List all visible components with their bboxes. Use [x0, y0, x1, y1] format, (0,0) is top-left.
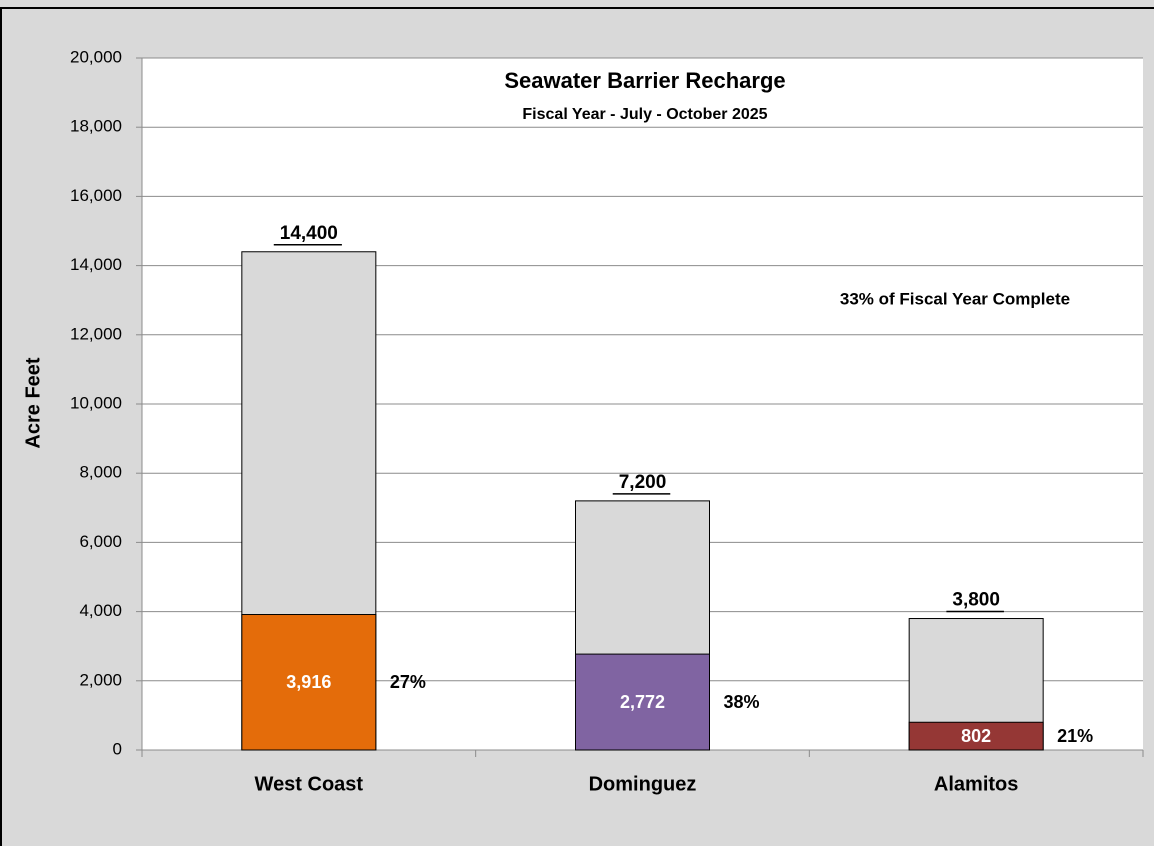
y-tick-label: 4,000 — [79, 601, 122, 620]
y-tick-label: 16,000 — [70, 186, 122, 205]
y-tick-label: 6,000 — [79, 532, 122, 551]
x-tick-label: West Coast — [255, 773, 364, 795]
actual-label: 802 — [961, 726, 991, 746]
total-label: 7,200 — [619, 472, 667, 493]
y-tick-label: 12,000 — [70, 324, 122, 343]
x-tick-label: Alamitos — [934, 773, 1018, 795]
y-tick-label: 14,000 — [70, 255, 122, 274]
y-tick-label: 8,000 — [79, 463, 122, 482]
actual-bar — [575, 653, 710, 751]
chart-subtitle: Fiscal Year - July - October 2025 — [522, 106, 767, 123]
actual-label: 3,916 — [286, 672, 331, 692]
chart-title: Seawater Barrier Recharge — [504, 68, 785, 93]
y-tick-label: 10,000 — [70, 393, 122, 412]
y-tick-label: 2,000 — [79, 670, 122, 689]
percent-label: 38% — [724, 692, 760, 712]
actual-bar — [908, 721, 1044, 751]
y-tick-label: 18,000 — [70, 117, 122, 136]
actual-bar — [241, 614, 377, 751]
total-label: 3,800 — [952, 590, 1000, 611]
y-axis-label: Acre Feet — [22, 357, 44, 448]
annotation: 33% of Fiscal Year Complete — [840, 289, 1070, 308]
y-tick-label: 20,000 — [70, 47, 122, 66]
total-label: 14,400 — [280, 223, 338, 244]
y-tick-label: 0 — [113, 739, 122, 758]
actual-label: 2,772 — [620, 692, 665, 712]
percent-label: 27% — [390, 672, 426, 692]
percent-label: 21% — [1057, 726, 1093, 746]
x-tick-label: Dominguez — [589, 773, 697, 795]
